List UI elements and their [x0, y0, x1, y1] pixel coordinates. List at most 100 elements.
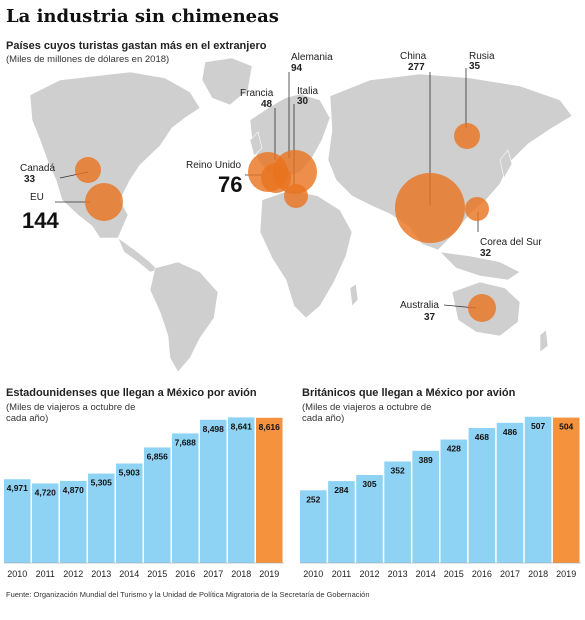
tick-label-us-2011: 2011: [36, 569, 55, 579]
bar-uk-2013: [384, 461, 411, 563]
bar-us-2016: [172, 433, 199, 563]
bar-uk-2015: [440, 439, 468, 563]
world-map: Canadá 33 EU 144 Reino Unido 76 Francia …: [20, 51, 573, 373]
africa-shape: [259, 189, 353, 319]
tick-label-uk-2012: 2012: [359, 569, 379, 579]
page-title: La industria sin chimeneas: [6, 6, 279, 27]
tick-label-us-2018: 2018: [231, 569, 251, 579]
label-italia: Italia: [297, 86, 319, 97]
bar-uk-2019: [552, 417, 580, 563]
bar-us-2015: [144, 447, 171, 563]
chart-uk-title: Británicos que llegan a México por avión: [302, 387, 516, 399]
map-bubbles: [75, 123, 496, 322]
label-alemania: Alemania: [291, 52, 333, 63]
label-corea-del-sur: Corea del Sur: [480, 237, 542, 248]
value-china: 277: [408, 62, 425, 73]
tick-label-uk-2018: 2018: [528, 569, 548, 579]
south-america-shape: [149, 261, 219, 373]
value-eu: 144: [22, 208, 59, 233]
value-label-uk-2018: 507: [531, 421, 545, 431]
tick-label-uk-2016: 2016: [472, 569, 492, 579]
value-label-us-2016: 7,688: [175, 437, 197, 447]
greenland-shape: [201, 57, 253, 106]
map-subtitle: Países cuyos turistas gastan más en el e…: [6, 40, 267, 52]
north-america-shape: [29, 71, 201, 239]
label-china: China: [400, 51, 427, 62]
source-note: Fuente: Organización Mundial del Turismo…: [6, 590, 370, 599]
bar-uk-2012: [356, 475, 383, 563]
bar-uk-2014: [412, 450, 439, 563]
bar-us-2012: [60, 480, 87, 563]
label-francia: Francia: [240, 88, 274, 99]
value-label-us-2018: 8,641: [231, 421, 253, 431]
tick-label-uk-2019: 2019: [556, 569, 576, 579]
bubble-australia: [468, 294, 496, 322]
value-francia: 48: [261, 99, 273, 110]
bubble-eu: [85, 183, 123, 221]
tick-label-uk-2011: 2011: [332, 569, 351, 579]
bar-us-2011: [32, 483, 59, 563]
value-alemania: 94: [291, 63, 303, 74]
value-canada: 33: [24, 174, 36, 185]
bar-us-2019: [256, 417, 283, 563]
value-label-uk-2012: 305: [362, 479, 376, 489]
map-note: (Miles de millones de dólares en 2018): [6, 54, 170, 65]
value-label-us-2019: 8,616: [259, 422, 281, 432]
chart-uk-note: (Miles de viajeros a octubre de cada año…: [302, 402, 432, 424]
bubble-canada: [75, 157, 101, 183]
label-rusia: Rusia: [469, 51, 495, 62]
bubble-china: [395, 173, 465, 243]
bar-uk-2017: [496, 422, 524, 563]
bubble-corea-del-sur: [465, 197, 489, 221]
bar-uk-2016: [468, 428, 496, 563]
value-corea-del-sur: 32: [480, 248, 492, 259]
tick-label-uk-2017: 2017: [500, 569, 520, 579]
value-label-uk-2016: 468: [475, 432, 489, 442]
bubble-alemania: [273, 150, 317, 194]
value-label-us-2017: 8,498: [203, 424, 225, 434]
tick-label-us-2017: 2017: [203, 569, 223, 579]
central-america-shape: [117, 237, 159, 273]
value-italia: 30: [297, 96, 309, 107]
tick-label-us-2010: 2010: [7, 569, 27, 579]
tick-label-us-2019: 2019: [259, 569, 279, 579]
value-label-us-2014: 5,903: [119, 468, 141, 478]
chart-us-note: (Miles de viajeros a octubre de cada año…: [6, 402, 136, 424]
madagascar-shape: [349, 283, 359, 307]
southeast-asia-shape: [439, 251, 521, 281]
tick-label-uk-2010: 2010: [303, 569, 323, 579]
value-label-us-2010: 4,971: [7, 483, 29, 493]
tick-label-us-2015: 2015: [147, 569, 167, 579]
tick-label-us-2014: 2014: [119, 569, 139, 579]
value-label-uk-2013: 352: [391, 465, 405, 475]
label-canada: Canadá: [20, 163, 55, 174]
value-label-uk-2011: 284: [334, 485, 348, 495]
new-zealand-shape: [539, 329, 549, 353]
value-reino-unido: 76: [218, 172, 242, 197]
value-label-uk-2017: 486: [503, 427, 517, 437]
value-label-uk-2014: 389: [419, 455, 433, 465]
bar-us-2013: [88, 473, 115, 563]
tick-label-us-2016: 2016: [175, 569, 195, 579]
bar-us-2014: [116, 463, 143, 563]
bar-uk-2018: [524, 416, 552, 563]
value-label-us-2013: 5,305: [91, 478, 113, 488]
value-label-us-2012: 4,870: [63, 485, 85, 495]
label-australia: Australia: [400, 300, 439, 311]
label-eu: EU: [30, 192, 44, 203]
value-label-us-2015: 6,856: [147, 451, 169, 461]
bubble-rusia: [454, 123, 480, 149]
country-labels: Canadá 33 EU 144 Reino Unido 76 Francia …: [20, 51, 542, 323]
label-reino-unido: Reino Unido: [186, 160, 241, 171]
bar-us-2017: [200, 419, 227, 563]
value-rusia: 35: [469, 61, 481, 72]
value-label-us-2011: 4,720: [35, 487, 57, 497]
japan-shape: [499, 149, 513, 179]
bar-uk-2011: [328, 481, 355, 563]
uk-shape: [249, 131, 263, 157]
value-label-uk-2015: 428: [447, 444, 461, 454]
tick-label-us-2012: 2012: [63, 569, 83, 579]
chart-us-title: Estadounidenses que llegan a México por …: [6, 387, 257, 399]
tick-label-uk-2015: 2015: [444, 569, 464, 579]
